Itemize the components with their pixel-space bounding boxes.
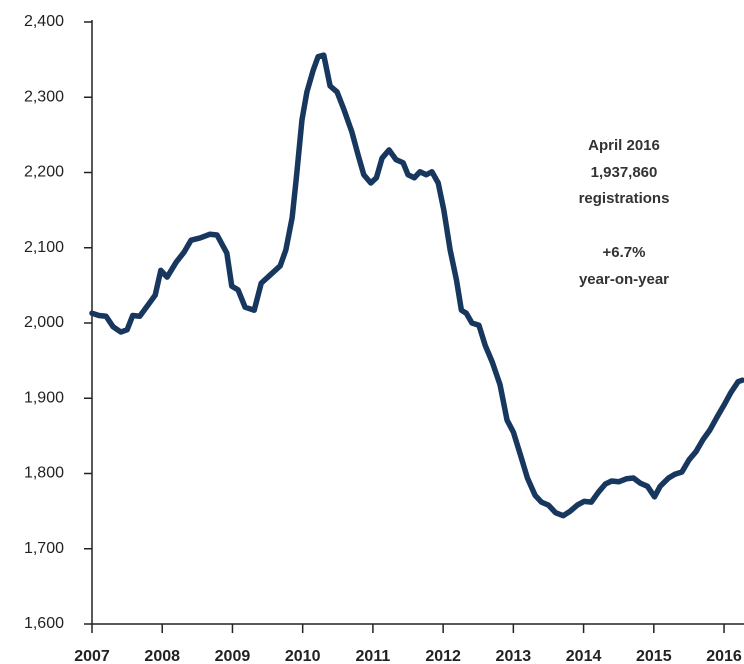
x-tick-label: 2013 <box>496 648 532 664</box>
y-tick-label: 1,700 <box>24 540 64 557</box>
x-tick-label: 2010 <box>285 648 321 664</box>
x-tick-label: 2015 <box>636 648 672 664</box>
annotation-text: April 2016 <box>588 137 660 154</box>
x-tick-label: 2008 <box>144 648 180 664</box>
y-tick-label: 2,400 <box>24 13 64 30</box>
x-tick-label: 2011 <box>356 648 391 664</box>
annotation: April 2016 1,937,860 registrations +6.7%… <box>579 137 670 288</box>
y-tick-label: 2,100 <box>24 239 64 256</box>
y-tick-label: 2,000 <box>24 314 64 331</box>
y-tick-label: 2,300 <box>24 88 64 105</box>
annotation-text: year-on-year <box>579 271 669 288</box>
y-tick-label: 1,900 <box>24 389 64 406</box>
y-tick-label: 1,600 <box>24 615 64 632</box>
y-tick-label: 2,200 <box>24 164 64 181</box>
annotation-text: +6.7% <box>603 244 646 261</box>
x-tick-label: 2012 <box>425 648 461 664</box>
x-tick-label: 2007 <box>74 648 110 664</box>
x-tick-label: 2009 <box>215 648 251 664</box>
y-tick-label: 1,800 <box>24 465 64 482</box>
x-tick-label: 2016 <box>706 648 742 664</box>
data-line <box>89 52 744 519</box>
annotation-text: registrations <box>579 190 670 207</box>
annotation-text: 1,937,860 <box>591 164 658 181</box>
x-tick-label: 2014 <box>566 648 602 664</box>
